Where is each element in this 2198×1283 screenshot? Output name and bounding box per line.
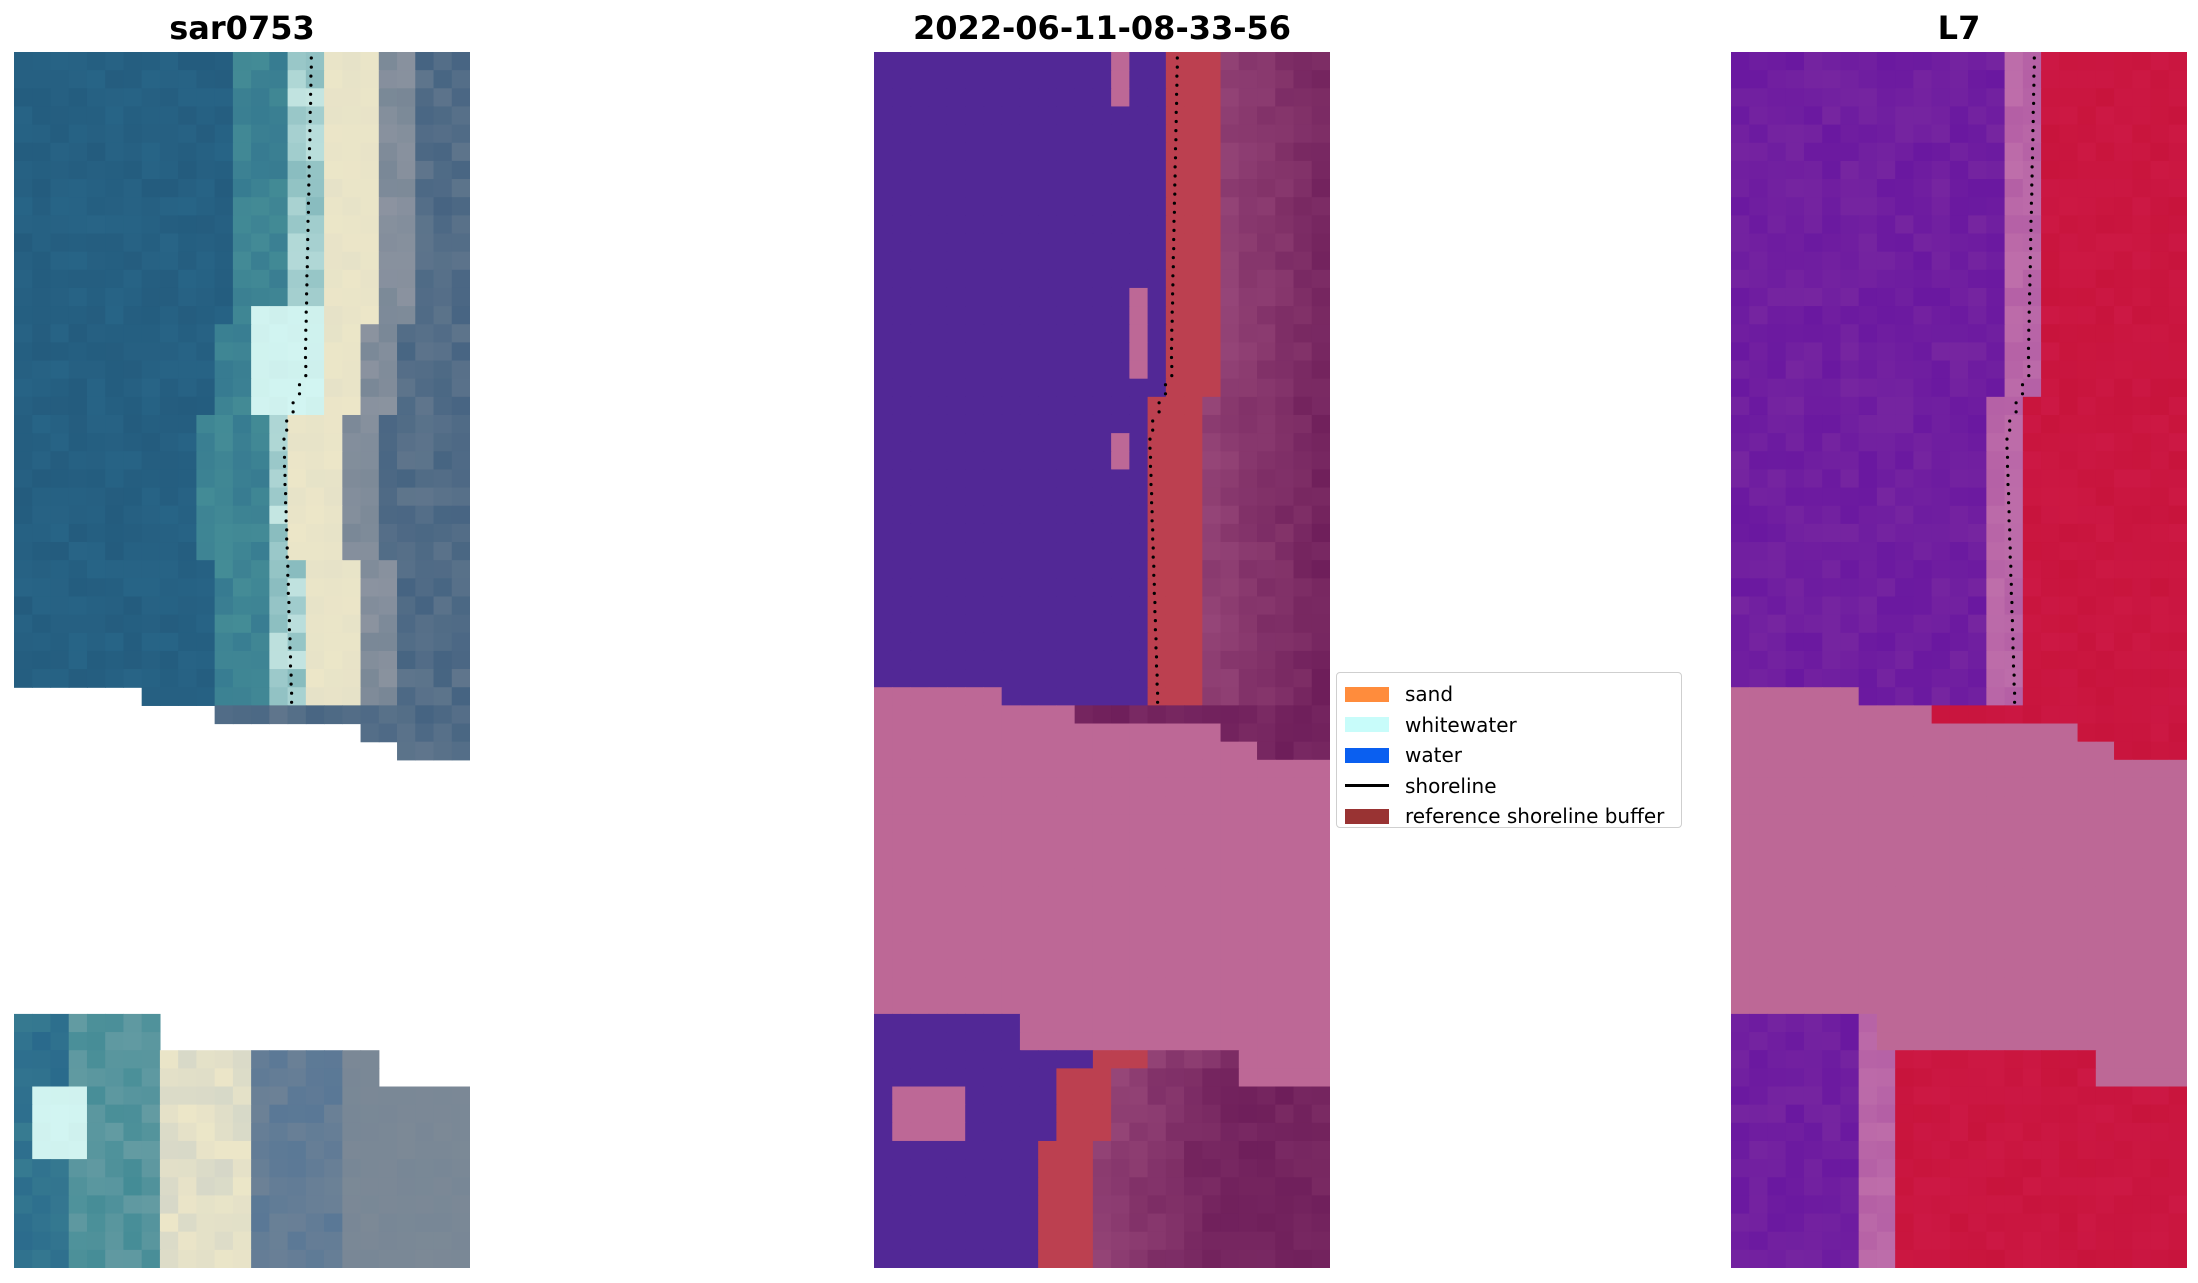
legend-item-shoreline: shoreline (1345, 771, 1673, 802)
legend-item-sand: sand (1345, 679, 1673, 710)
panel-title-classification: 2022-06-11-08-33-56 (912, 9, 1292, 47)
shoreline-line-icon (1345, 784, 1389, 788)
legend: sand whitewater water shoreline referenc… (1336, 672, 1682, 828)
legend-label: sand (1405, 682, 1454, 707)
rgb-image (14, 52, 470, 1268)
buffer-swatch-icon (1345, 808, 1389, 824)
whitewater-swatch-icon (1345, 717, 1389, 733)
legend-label: shoreline (1405, 773, 1497, 798)
sand-swatch-icon (1345, 686, 1389, 702)
panel-title-rgb: sar0753 (169, 9, 315, 47)
index-image (1731, 52, 2187, 1268)
panel-title-index: L7 (1937, 9, 1981, 47)
rgb-image-panel (14, 52, 470, 1268)
legend-item-reference-buffer: reference shoreline buffer (1345, 801, 1673, 832)
classification-panel (874, 52, 1330, 1268)
classification-image (874, 52, 1330, 1268)
legend-label: reference shoreline buffer (1405, 804, 1665, 829)
legend-item-whitewater: whitewater (1345, 710, 1673, 741)
legend-label: whitewater (1405, 712, 1517, 737)
index-panel (1731, 52, 2187, 1268)
legend-label: water (1405, 743, 1462, 768)
water-swatch-icon (1345, 747, 1389, 763)
legend-item-water: water (1345, 740, 1673, 771)
